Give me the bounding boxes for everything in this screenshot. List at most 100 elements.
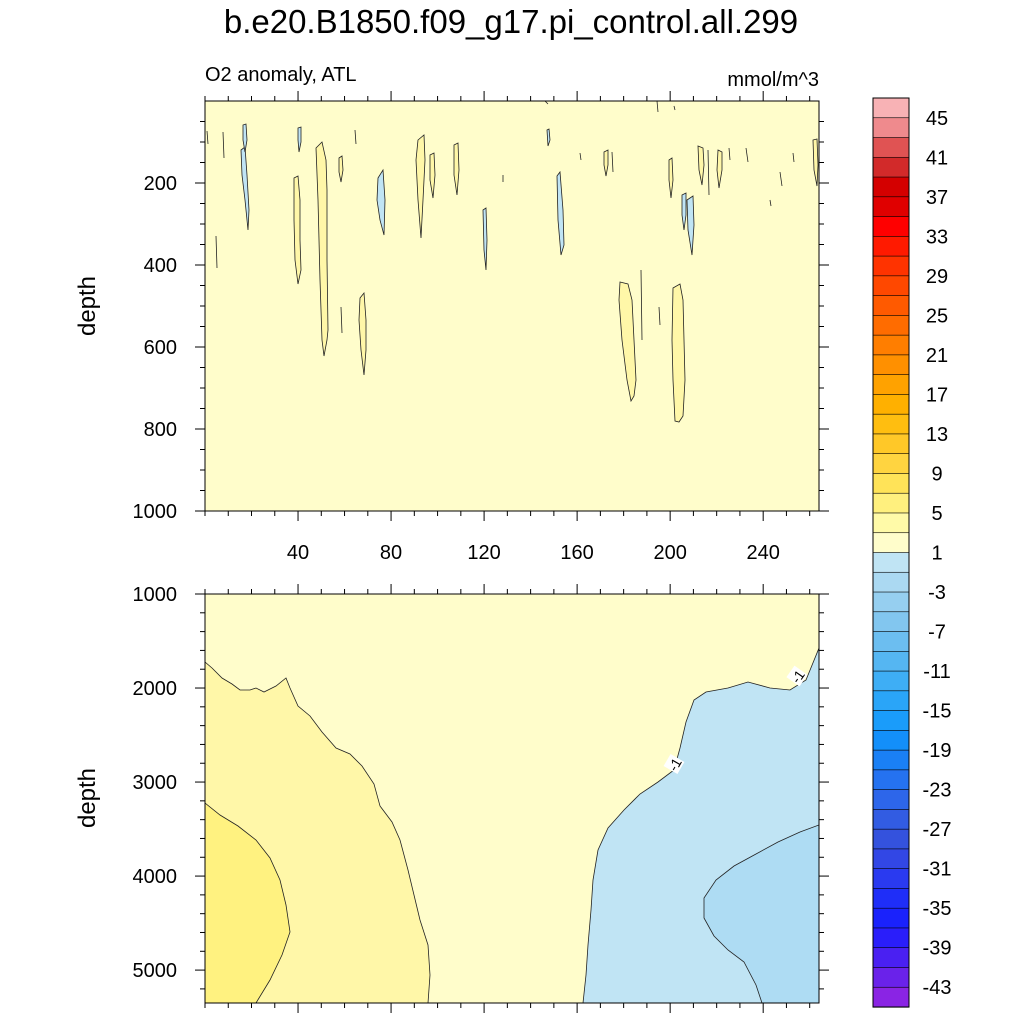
- top-axis-ticks: 40 80 120 160 200 240 200 400 600 800 1000: [133, 91, 829, 564]
- contour-region-west-4-6: [205, 802, 291, 1003]
- colorbar-swatch: [872, 236, 910, 257]
- contour-feature: [376, 168, 386, 236]
- contour-labels: -1 -1: [663, 665, 808, 775]
- colorbar-label: 25: [926, 305, 948, 327]
- y-tick-label: 600: [144, 337, 177, 359]
- contour-region-east-neg-2-4: [703, 824, 819, 1003]
- x-tick-label: 240: [746, 542, 779, 564]
- contour-feature: [315, 141, 329, 357]
- contour-feature: [697, 145, 705, 186]
- contour-feature: [429, 152, 436, 199]
- colorbar-swatch: [872, 769, 910, 791]
- colorbar-swatch: [872, 196, 910, 218]
- contour-feature: [415, 134, 426, 239]
- colorbar-label: 33: [926, 226, 948, 248]
- colorbar-swatch: [872, 473, 910, 494]
- colorbar-swatch: [872, 156, 910, 178]
- top-y-axis-label: depth: [74, 276, 101, 336]
- colorbar-swatch: [872, 552, 910, 573]
- bottom-y-axis-label: depth: [74, 768, 101, 828]
- colorbar-swatch: [872, 809, 910, 830]
- contour-feature: [668, 157, 674, 199]
- colorbar-swatch: [872, 571, 910, 593]
- colorbar: 45 41 37 33 29 25 21 17 13 9 5 1 -3 -7 -11 -15 -19 -23 -27…: [872, 97, 952, 1008]
- contour-feature: [681, 192, 687, 231]
- contour-feature: [812, 138, 819, 187]
- colorbar-swatch: [872, 749, 910, 771]
- colorbar-label: -7: [928, 622, 946, 644]
- units-label: mmol/m^3: [727, 69, 819, 91]
- y-tick-label: 5000: [133, 960, 178, 982]
- colorbar-label: -23: [923, 780, 952, 802]
- colorbar-swatch: [872, 789, 910, 810]
- colorbar-frame: [872, 97, 910, 1008]
- colorbar-label: 45: [926, 108, 948, 130]
- contour-feature: [556, 170, 565, 256]
- colorbar-label: -27: [923, 819, 952, 841]
- colorbar-label: 13: [926, 424, 948, 446]
- colorbar-label: -43: [923, 977, 952, 999]
- colorbar-swatch: [872, 394, 910, 415]
- x-tick-label: 200: [653, 542, 686, 564]
- colorbar-swatch: [872, 828, 910, 850]
- colorbar-swatch: [872, 710, 910, 731]
- colorbar-swatch: [872, 512, 910, 534]
- colorbar-swatch: [872, 97, 910, 119]
- colorbar-label: -15: [923, 701, 952, 723]
- contour-feature: [206, 101, 819, 341]
- colorbar-label: -35: [923, 898, 952, 920]
- chart-title: b.e20.B1850.f09_g17.pi_control.all.299: [224, 3, 798, 40]
- colorbar-swatch: [872, 255, 910, 277]
- bottom-panel: -1 -1 1000 2000 3000 4000 5000 depth: [74, 584, 829, 1013]
- colorbar-swatch: [872, 532, 910, 554]
- colorbar-swatch: [872, 967, 910, 988]
- bottom-plot-frame: [204, 593, 820, 1004]
- y-tick-label: 4000: [133, 866, 178, 888]
- colorbar-swatch: [872, 848, 910, 870]
- colorbar-swatch: [872, 927, 910, 949]
- contour-feature: [603, 149, 609, 177]
- colorbar-label: 41: [926, 147, 948, 169]
- colorbar-swatch: [872, 137, 910, 158]
- colorbar-swatch: [872, 492, 910, 514]
- colorbar-label: -39: [923, 938, 952, 960]
- panel-left-label: O2 anomaly, ATL: [205, 64, 357, 86]
- y-tick-label: 800: [144, 419, 177, 441]
- x-tick-label: 160: [560, 542, 593, 564]
- colorbar-swatch: [872, 117, 910, 139]
- contour-feature: [482, 207, 488, 271]
- colorbar-label: -31: [923, 859, 952, 881]
- colorbar-swatch: [872, 888, 910, 909]
- colorbar-swatch: [872, 413, 910, 435]
- colorbar-label: 21: [926, 345, 948, 367]
- colorbar-swatch: [872, 730, 910, 751]
- colorbar-label: -3: [928, 582, 946, 604]
- colorbar-swatch: [872, 216, 910, 237]
- colorbar-label: 29: [926, 266, 948, 288]
- colorbar-label: -11: [923, 661, 950, 683]
- colorbar-label: 17: [926, 384, 948, 406]
- colorbar-swatch: [872, 354, 910, 376]
- colorbar-swatch: [872, 433, 910, 455]
- colorbar-swatch: [872, 986, 910, 1008]
- colorbar-swatch: [872, 907, 910, 929]
- y-tick-label: 200: [144, 173, 177, 195]
- colorbar-label: 37: [926, 187, 948, 209]
- contour-feature: [358, 291, 367, 376]
- top-contour-features: [206, 101, 819, 423]
- colorbar-label: 9: [931, 463, 942, 485]
- colorbar-swatch: [872, 651, 910, 672]
- y-tick-label: 1000: [133, 501, 178, 523]
- colorbar-swatch: [872, 947, 910, 969]
- colorbar-label: 5: [931, 503, 942, 525]
- bottom-axis-ticks: 1000 2000 3000 4000 5000: [133, 584, 829, 1013]
- top-panel-background: [205, 101, 819, 511]
- y-tick-label: 2000: [133, 678, 178, 700]
- colorbar-label: -19: [923, 740, 952, 762]
- colorbar-swatch: [872, 611, 910, 633]
- colorbar-swatch: [872, 374, 910, 396]
- contour-feature: [453, 142, 460, 196]
- colorbar-swatch: [872, 334, 910, 356]
- top-panel: 40 80 120 160 200 240 200 400 600 800 1000 depth: [74, 91, 829, 564]
- y-tick-label: 1000: [133, 584, 178, 606]
